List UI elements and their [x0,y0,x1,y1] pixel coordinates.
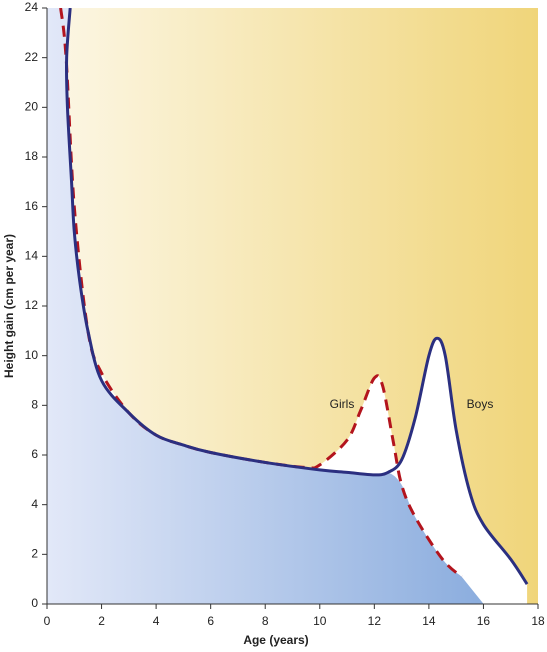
y-tick-label: 18 [25,149,39,163]
line-boys [64,8,529,585]
x-tick-label: 8 [262,614,269,628]
x-axis-label: Age (years) [243,633,308,647]
x-tick-label: 2 [98,614,105,628]
x-tick-label: 4 [153,614,160,628]
y-tick-label: 8 [31,398,38,412]
annotation: Girls [330,397,355,411]
y-tick-label: 12 [25,298,39,312]
annotation: Boys [467,397,494,411]
y-tick-label: 16 [25,199,39,213]
y-tick-label: 20 [25,100,39,114]
x-tick-label: 10 [313,614,327,628]
x-tick-label: 12 [368,614,382,628]
y-tick-label: 22 [25,50,39,64]
y-tick-label: 0 [31,596,38,610]
x-tick-label: 16 [477,614,491,628]
x-tick-label: 0 [44,614,51,628]
y-tick-label: 14 [25,249,39,263]
y-axis-label: Height gain (cm per year) [2,234,16,378]
y-tick-label: 2 [31,547,38,561]
y-tick-label: 10 [25,348,39,362]
y-tick-label: 4 [31,497,38,511]
area-fill [47,8,484,604]
y-tick-label: 24 [25,0,39,14]
x-tick-label: 18 [531,614,545,628]
x-tick-label: 6 [207,614,214,628]
x-tick-label: 14 [422,614,436,628]
y-tick-label: 6 [31,447,38,461]
